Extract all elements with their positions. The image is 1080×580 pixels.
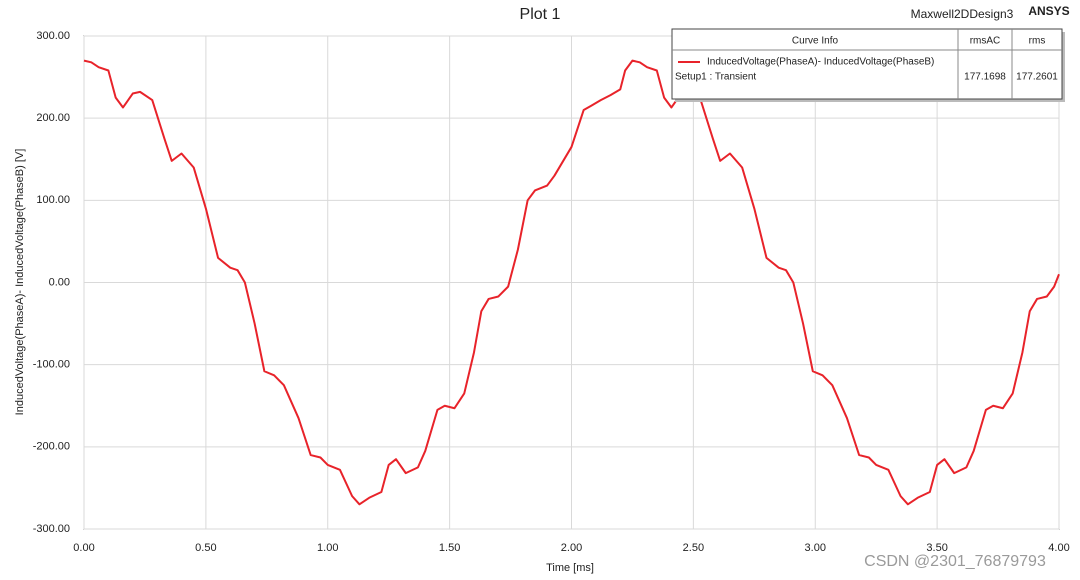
design-name: Maxwell2DDesign3 bbox=[911, 7, 1014, 21]
series-line bbox=[83, 59, 1060, 506]
legend-setup: Setup1 : Transient bbox=[675, 72, 756, 83]
y-tick-label: 0.00 bbox=[49, 276, 70, 288]
y-tick-label: -100.00 bbox=[33, 359, 70, 371]
x-tick-label: 2.50 bbox=[683, 542, 704, 554]
x-tick-label: 1.50 bbox=[439, 542, 460, 554]
y-tick-label: 300.00 bbox=[36, 30, 70, 42]
x-tick-label: 0.50 bbox=[195, 542, 216, 554]
x-tick-label: 4.00 bbox=[1048, 542, 1069, 554]
x-tick-label: 3.50 bbox=[926, 542, 947, 554]
x-tick-label: 2.00 bbox=[561, 542, 582, 554]
watermark: CSDN @2301_76879793 bbox=[864, 553, 1046, 570]
legend-header: rms bbox=[1029, 36, 1046, 47]
x-axis-label: Time [ms] bbox=[546, 562, 594, 574]
y-tick-label: -300.00 bbox=[33, 523, 70, 535]
x-tick-label: 0.00 bbox=[73, 542, 94, 554]
legend-entry: InducedVoltage(PhaseA)- InducedVoltage(P… bbox=[707, 57, 934, 68]
y-tick-label: 200.00 bbox=[36, 112, 70, 124]
legend-table: Curve Info rmsAC rms InducedVoltage(Phas… bbox=[671, 28, 1065, 102]
legend-rmsac: 177.1698 bbox=[964, 72, 1006, 83]
x-tick-label: 3.00 bbox=[805, 542, 826, 554]
plot-area: -300.00 -200.00 -100.00 0.00 100.00 200.00 300… bbox=[33, 30, 1070, 554]
y-tick-label: 100.00 bbox=[36, 194, 70, 206]
x-tick-label: 1.00 bbox=[317, 542, 338, 554]
legend-header: Curve Info bbox=[792, 36, 839, 47]
y-axis-label: InducedVoltage(PhaseA)- InducedVoltage(P… bbox=[14, 149, 26, 416]
y-tick-label: -200.00 bbox=[33, 441, 70, 453]
legend-header: rmsAC bbox=[970, 36, 1001, 47]
legend-rms: 177.2601 bbox=[1016, 72, 1058, 83]
chart-title: Plot 1 bbox=[520, 6, 561, 23]
legend-box bbox=[671, 28, 1063, 100]
brand: ANSYS bbox=[1028, 4, 1069, 18]
